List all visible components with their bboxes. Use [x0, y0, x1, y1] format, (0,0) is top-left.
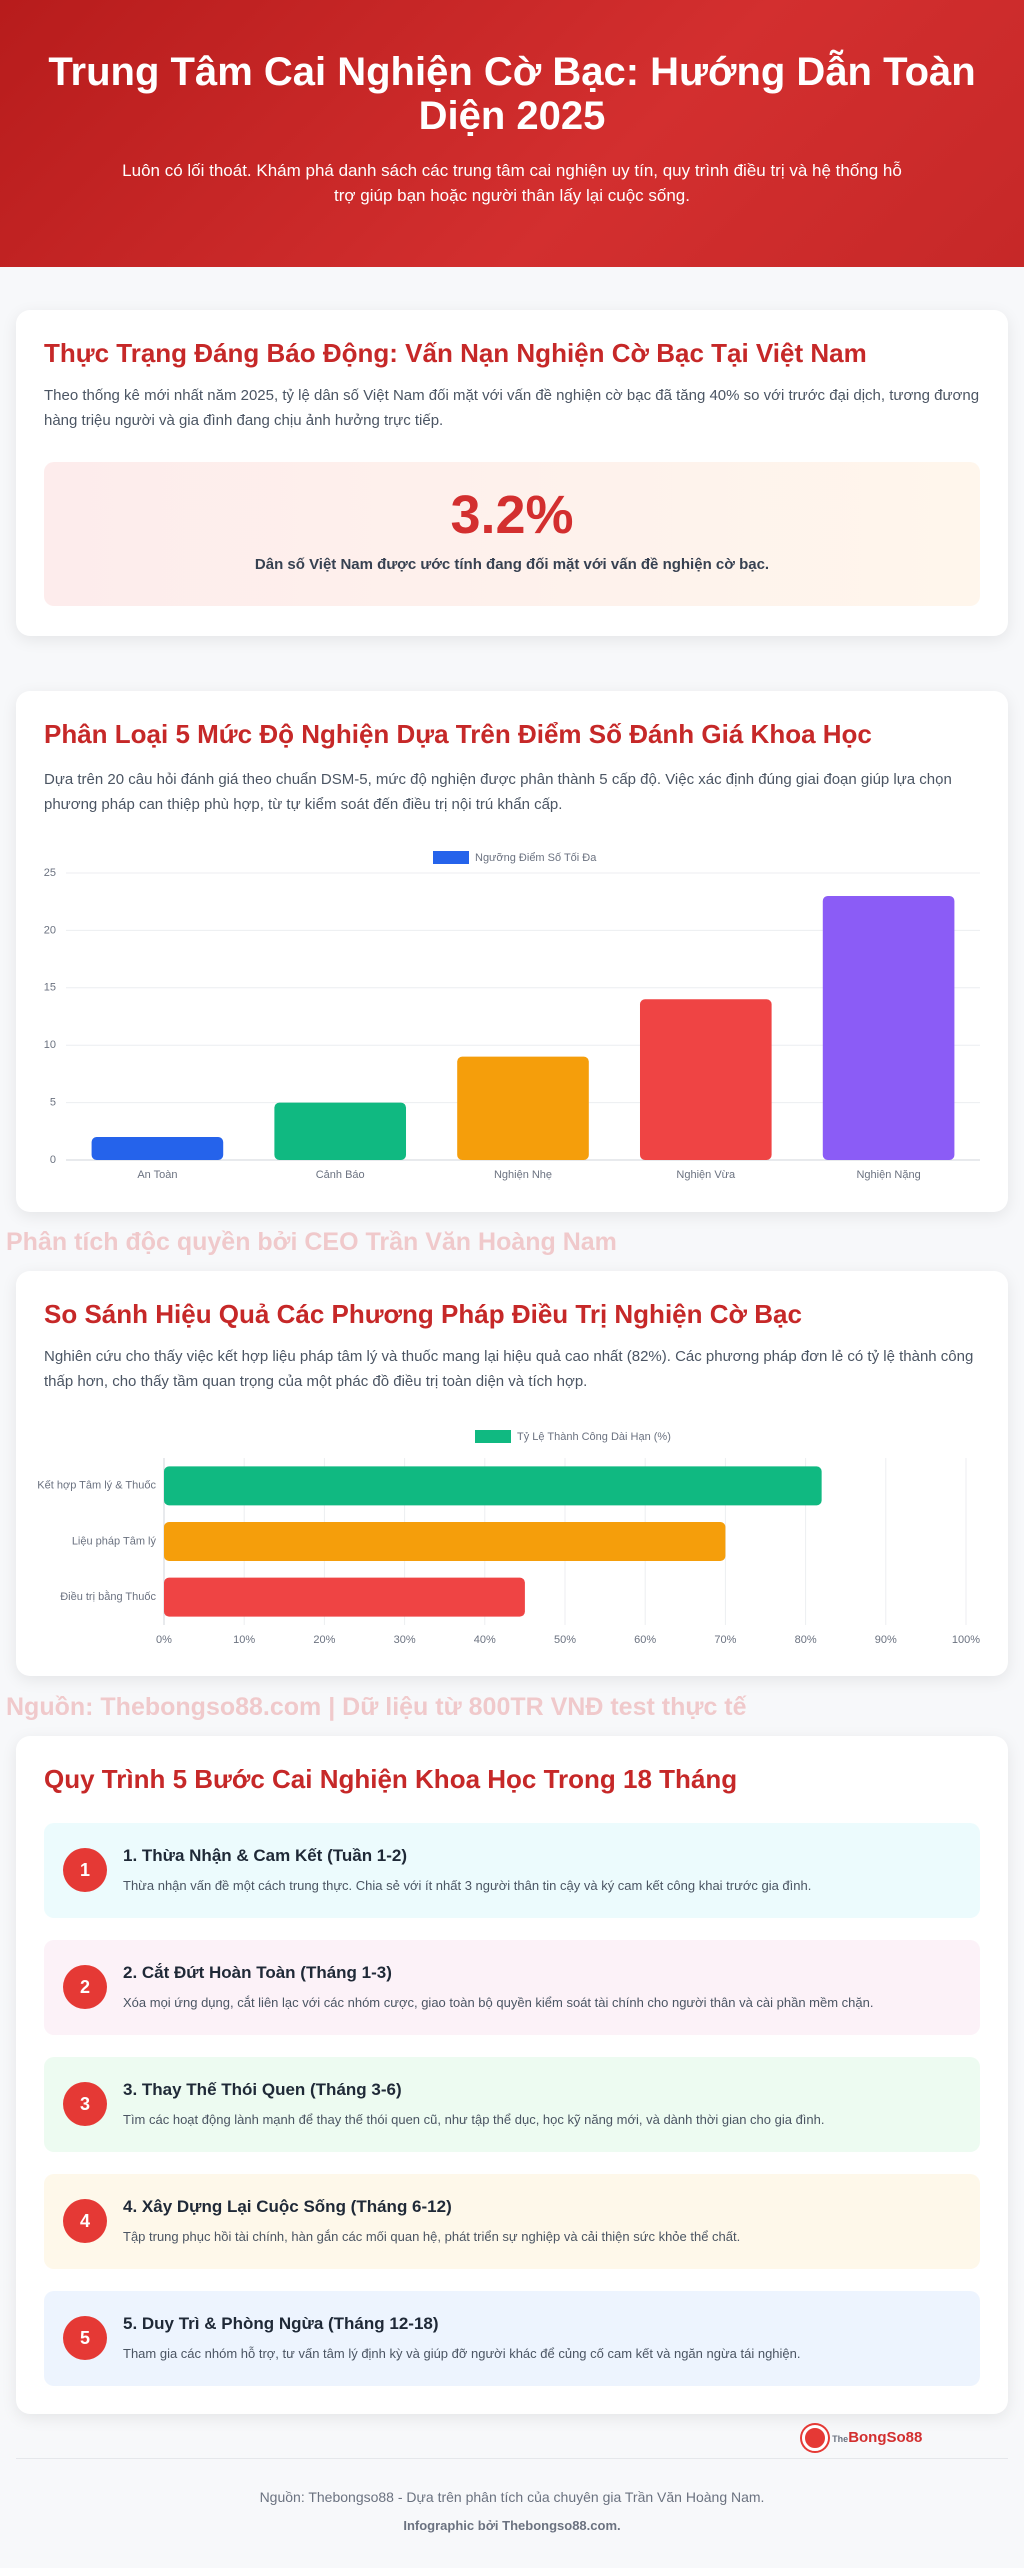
x-tick-label: Nghiện Nặng: [856, 1169, 920, 1181]
section-heading: Quy Trình 5 Bước Cai Nghiện Khoa Học Tro…: [44, 1764, 738, 1794]
bar: [822, 895, 955, 1160]
x-tick-label: 60%: [634, 1634, 656, 1646]
step-description: Thừa nhận vấn đề một cách trung thực. Ch…: [123, 1878, 812, 1893]
y-tick-label: 25: [44, 867, 56, 879]
page-subtitle: Luôn có lối thoát. Khám phá danh sách cá…: [122, 161, 902, 205]
section-text: Nghiên cứu cho thấy việc kết hợp liệu ph…: [44, 1348, 974, 1390]
step-description: Xóa mọi ứng dụng, cắt liên lạc với các n…: [123, 1995, 874, 2010]
stat-box: 3.2% Dân số Việt Nam được ước tính đang …: [44, 462, 980, 606]
footer-source: Nguồn: Thebongso88 - Dựa trên phân tích …: [259, 2489, 765, 2505]
header: Trung Tâm Cai Nghiện Cờ Bạc: Hướng Dẫn T…: [0, 0, 1024, 267]
section-heading: Thực Trạng Đáng Báo Động: Vấn Nạn Nghiện…: [44, 338, 867, 368]
x-tick-label: 90%: [875, 1634, 897, 1646]
watermark: Nguồn: Thebongso88.com | Dữ liệu từ 800T…: [6, 1693, 747, 1721]
bar: [164, 1522, 726, 1561]
watermark: Phân tích độc quyền bởi CEO Trần Văn Hoà…: [6, 1228, 617, 1256]
card: Thực Trạng Đáng Báo Động: Vấn Nạn Nghiện…: [16, 310, 1008, 636]
y-tick-label: 20: [44, 924, 56, 936]
step-number: 5: [63, 2316, 107, 2360]
x-tick-label: 0%: [156, 1634, 172, 1646]
y-tick-label: 5: [50, 1097, 56, 1109]
step-number: 3: [63, 2082, 107, 2126]
step-number: 4: [63, 2199, 107, 2243]
x-tick-label: Nghiện Vừa: [676, 1169, 736, 1181]
footer-credit: Infographic bởi Thebongso88.com.: [403, 2518, 621, 2533]
x-tick-label: 50%: [554, 1634, 576, 1646]
bar: [639, 999, 772, 1160]
x-tick-label: An Toàn: [137, 1169, 177, 1181]
section-heading: So Sánh Hiệu Quả Các Phương Pháp Điều Tr…: [44, 1299, 802, 1329]
legend-label: Tỷ Lệ Thành Công Dài Hạn (%): [517, 1431, 671, 1443]
legend-label: Ngưỡng Điểm Số Tối Đa: [475, 852, 597, 864]
step-number: 2: [63, 1965, 107, 2009]
step-card: 5 5. Duy Trì & Phòng Ngừa (Tháng 12-18) Th…: [44, 2291, 980, 2386]
y-tick-label: Điều trị bằng Thuốc: [60, 1590, 156, 1603]
step-card: 4 4. Xây Dựng Lại Cuộc Sống (Tháng 6-12) T…: [44, 2174, 980, 2269]
bar: [457, 1056, 589, 1160]
step-title: 1. Thừa Nhận & Cam Kết (Tuần 1-2): [123, 1846, 408, 1865]
x-tick-label: 100%: [952, 1634, 980, 1646]
x-tick-label: 40%: [474, 1634, 496, 1646]
divider: [16, 2458, 1008, 2459]
card: So Sánh Hiệu Quả Các Phương Pháp Điều Tr…: [16, 1271, 1008, 1676]
step-card: 1 1. Thừa Nhận & Cam Kết (Tuần 1-2) Thừa n…: [44, 1823, 980, 1918]
card: Quy Trình 5 Bước Cai Nghiện Khoa Học Tro…: [16, 1736, 1008, 2414]
x-tick-label: 20%: [313, 1634, 335, 1646]
logo-prefix: The: [832, 2433, 849, 2444]
y-tick-label: Liệu pháp Tâm lý: [72, 1535, 157, 1547]
page-title: Trung Tâm Cai Nghiện Cờ Bạc: Hướng Dẫn T…: [48, 50, 976, 138]
legend-swatch: [475, 1430, 511, 1443]
y-tick-label: 0: [50, 1154, 56, 1166]
y-tick-label: 15: [44, 982, 56, 994]
section-text: Theo thống kê mới nhất năm 2025, tỷ lệ d…: [44, 387, 980, 429]
y-tick-label: Kết hợp Tâm lý & Thuốc: [37, 1480, 156, 1492]
step-description: Tìm các hoạt động lành mạnh để thay thế …: [123, 2112, 825, 2127]
bar: [91, 1137, 224, 1160]
chart: Tỷ Lệ Thành Công Dài Hạn (%) 0% 10% 20% 30% 4…: [37, 1430, 980, 1646]
step-description: Tập trung phục hồi tài chính, hàn gắn cá…: [123, 2229, 741, 2244]
x-tick-label: 30%: [394, 1634, 416, 1646]
stat-caption: Dân số Việt Nam được ước tính đang đối m…: [254, 556, 770, 573]
x-tick-label: 10%: [233, 1634, 255, 1646]
x-tick-label: Cảnh Báo: [316, 1169, 365, 1181]
section-heading: Phân Loại 5 Mức Độ Nghiện Dựa Trên Điểm …: [44, 719, 872, 749]
step-card: 2 2. Cắt Đứt Hoàn Toàn (Tháng 1-3) Xóa mọi…: [44, 1940, 980, 2035]
step-title: 4. Xây Dựng Lại Cuộc Sống (Tháng 6-12): [123, 2197, 452, 2216]
x-tick-label: Nghiện Nhẹ: [494, 1169, 552, 1181]
bar: [274, 1102, 407, 1160]
y-tick-label: 10: [44, 1039, 56, 1051]
step-number: 1: [63, 1848, 107, 1892]
x-tick-label: 80%: [795, 1634, 817, 1646]
step-card: 3 3. Thay Thế Thói Quen (Tháng 3-6) Tìm cá…: [44, 2057, 980, 2152]
legend-swatch: [433, 851, 469, 864]
step-description: Tham gia các nhóm hỗ trợ, tư vấn tâm lý …: [123, 2346, 801, 2361]
step-title: 2. Cắt Đứt Hoàn Toàn (Tháng 1-3): [123, 1963, 392, 1982]
x-tick-label: 70%: [714, 1634, 736, 1646]
bar: [164, 1466, 822, 1506]
chart: Ngưỡng Điểm Số Tối Đa 0 5 10 15 20 25 An Toàn Cả…: [44, 851, 980, 1181]
bar: [164, 1577, 525, 1617]
logo: TheBongSo88: [802, 2425, 922, 2451]
logo-name: BongSo88: [848, 2428, 923, 2446]
section-text: Dựa trên 20 câu hỏi đánh giá theo chuẩn …: [44, 771, 952, 813]
logo-ball: [802, 2425, 828, 2451]
stat-value: 3.2%: [450, 485, 574, 545]
card: Phân Loại 5 Mức Độ Nghiện Dựa Trên Điểm …: [16, 691, 1008, 1212]
step-title: 3. Thay Thế Thói Quen (Tháng 3-6): [123, 2080, 402, 2099]
step-title: 5. Duy Trì & Phòng Ngừa (Tháng 12-18): [123, 2314, 439, 2333]
